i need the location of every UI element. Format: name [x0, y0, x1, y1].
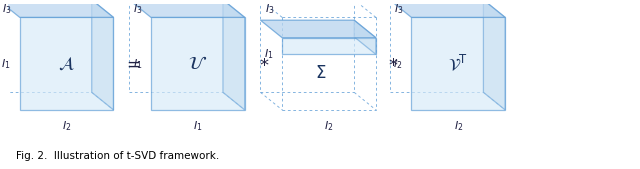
- Text: $*$: $*$: [259, 55, 269, 73]
- Text: $I_2$: $I_2$: [62, 120, 71, 133]
- Text: $I_2$: $I_2$: [324, 120, 333, 133]
- Text: $I_1$: $I_1$: [193, 120, 203, 133]
- Polygon shape: [282, 38, 376, 54]
- Polygon shape: [260, 20, 376, 38]
- Text: $\mathcal{V}^\mathrm{T}$: $\mathcal{V}^\mathrm{T}$: [448, 53, 468, 74]
- Text: $I_1$: $I_1$: [132, 57, 142, 70]
- Text: $I_3$: $I_3$: [133, 2, 143, 16]
- Text: $I_1$: $I_1$: [264, 47, 273, 61]
- Text: $I_1$: $I_1$: [1, 57, 11, 70]
- Text: Fig. 2.  Illustration of t-SVD framework.: Fig. 2. Illustration of t-SVD framework.: [16, 151, 219, 162]
- Text: $I_2$: $I_2$: [393, 57, 403, 70]
- Polygon shape: [483, 0, 505, 110]
- Text: $*$: $*$: [388, 55, 399, 73]
- Polygon shape: [223, 0, 244, 110]
- Polygon shape: [390, 0, 505, 17]
- Polygon shape: [412, 17, 505, 110]
- Polygon shape: [0, 0, 113, 17]
- Text: $\mathcal{A}$: $\mathcal{A}$: [58, 55, 75, 73]
- Polygon shape: [92, 0, 113, 110]
- Text: $=$: $=$: [122, 55, 140, 73]
- Text: $I_3$: $I_3$: [264, 2, 274, 16]
- Polygon shape: [151, 17, 244, 110]
- Text: $\mathcal{U}$: $\mathcal{U}$: [188, 55, 207, 73]
- Text: $\Sigma$: $\Sigma$: [316, 64, 327, 82]
- Text: $I_3$: $I_3$: [2, 2, 12, 16]
- Polygon shape: [129, 0, 244, 17]
- Polygon shape: [354, 20, 376, 54]
- Polygon shape: [20, 17, 113, 110]
- Text: $I_2$: $I_2$: [454, 120, 463, 133]
- Text: $I_3$: $I_3$: [394, 2, 403, 16]
